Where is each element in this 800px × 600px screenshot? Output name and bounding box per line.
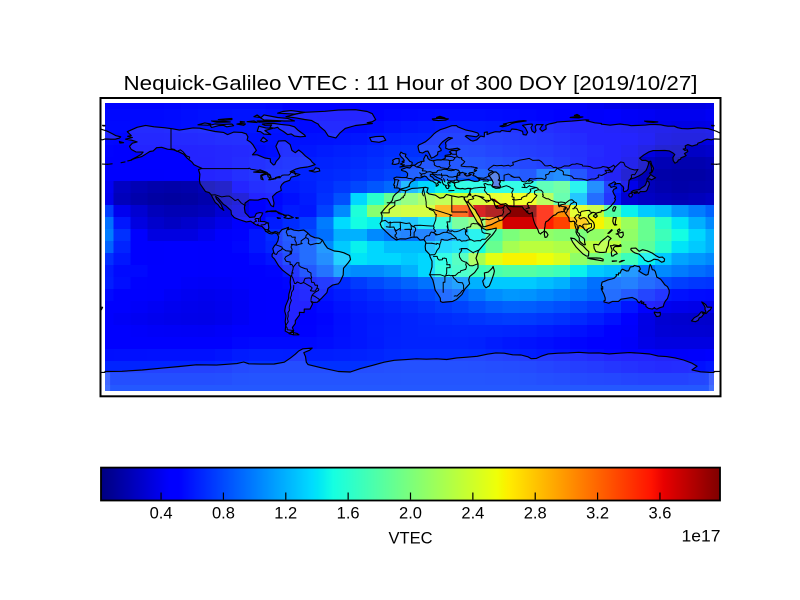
svg-text:Nequick-Galileo VTEC : 11 Hour: Nequick-Galileo VTEC : 11 Hour of 300 DO… <box>124 73 698 95</box>
svg-text:2.0: 2.0 <box>399 505 422 523</box>
svg-text:1.2: 1.2 <box>274 505 297 523</box>
svg-text:2.8: 2.8 <box>524 505 547 523</box>
svg-text:3.2: 3.2 <box>586 505 609 523</box>
svg-text:0.4: 0.4 <box>150 505 173 523</box>
svg-text:3.6: 3.6 <box>648 505 671 523</box>
svg-text:VTEC: VTEC <box>388 530 432 548</box>
svg-text:1.6: 1.6 <box>337 505 360 523</box>
svg-text:0.8: 0.8 <box>212 505 235 523</box>
svg-text:2.4: 2.4 <box>461 505 484 523</box>
svg-text:1e17: 1e17 <box>682 528 721 546</box>
